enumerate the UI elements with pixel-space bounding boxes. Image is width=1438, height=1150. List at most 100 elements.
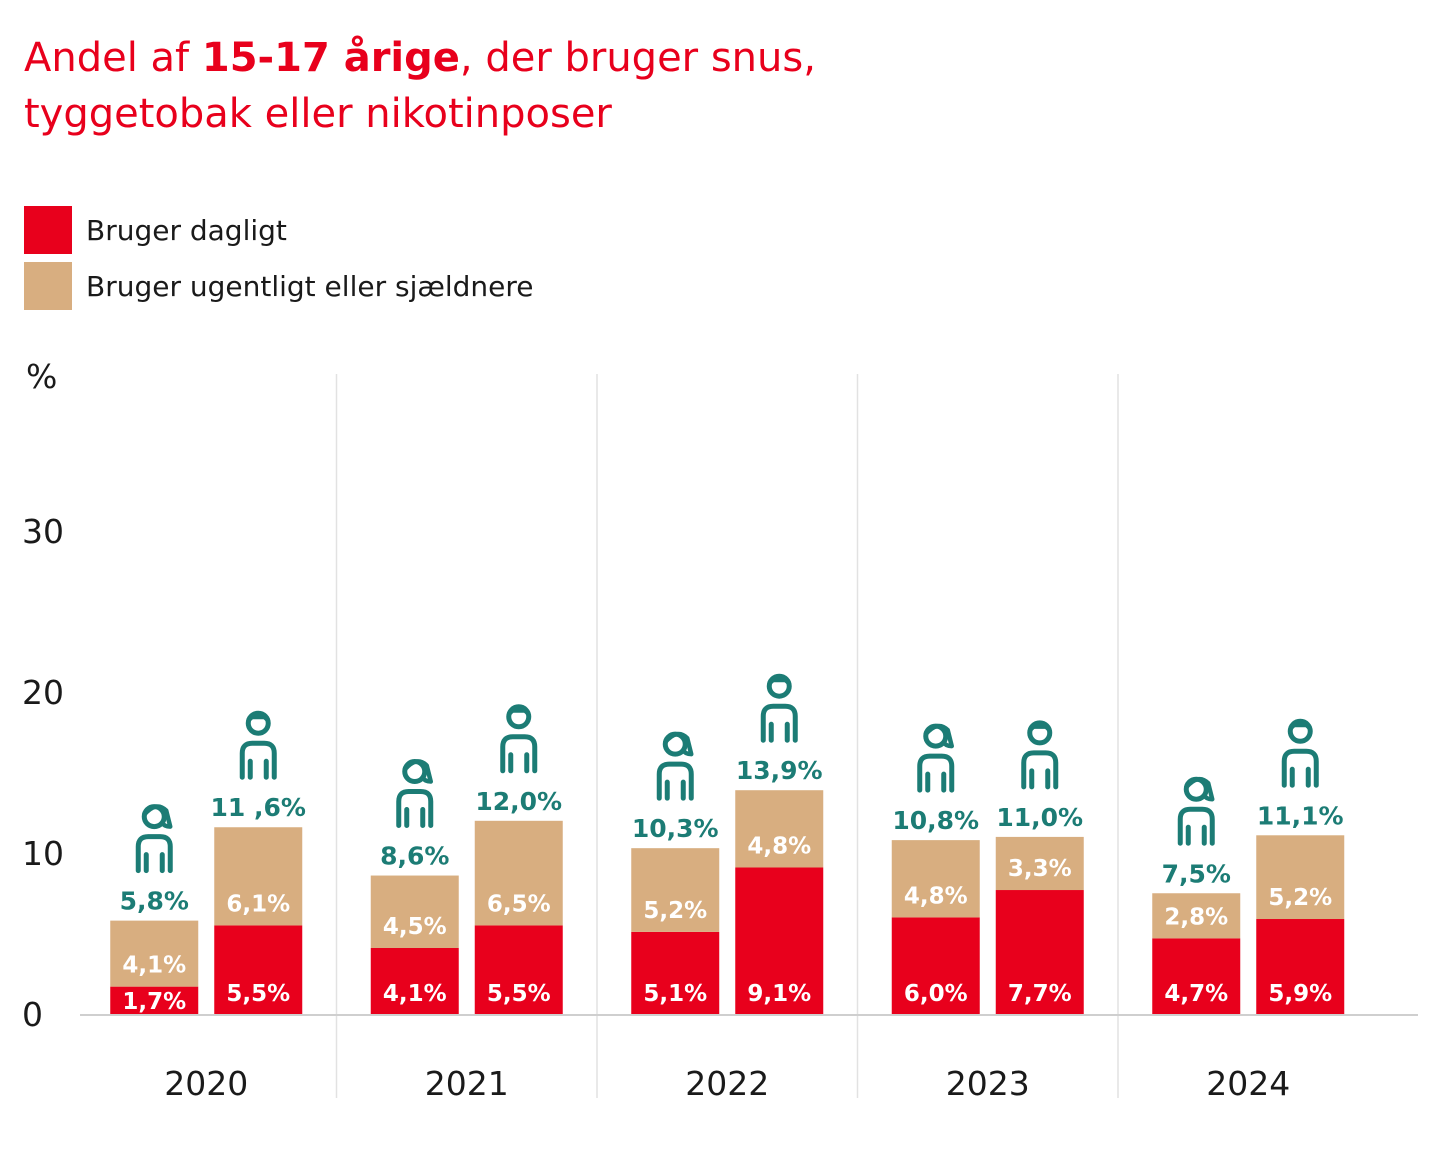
- legend-swatch-daily: [24, 206, 72, 254]
- legend-label-daily: Bruger dagligt: [86, 213, 287, 247]
- bar-label-weekly: 4,8%: [904, 883, 968, 909]
- icon-arms: [143, 852, 165, 874]
- legend-item-weekly: Bruger ugentligt eller sjældnere: [24, 261, 534, 311]
- bar-daily: [995, 890, 1084, 1014]
- female-person-icon: [917, 723, 955, 793]
- male-person-icon: [1021, 720, 1059, 790]
- total-label: 5,8%: [120, 887, 189, 916]
- female-person-icon: [396, 759, 434, 829]
- bar-weekly: [735, 790, 824, 868]
- icon-body: [917, 753, 955, 793]
- icon-hair: [402, 759, 433, 784]
- icon-hair: [663, 731, 694, 757]
- icon-hair: [246, 711, 270, 722]
- icon-body: [760, 703, 798, 743]
- total-label: 10,8%: [892, 806, 979, 835]
- legend-swatch-weekly: [24, 262, 72, 310]
- x-category-label: 2020: [164, 1064, 248, 1103]
- bar-label-weekly: 6,5%: [487, 891, 551, 917]
- icon-body: [135, 834, 173, 874]
- y-tick-label: 20: [22, 673, 64, 712]
- total-label: 12,0%: [475, 787, 562, 816]
- bar-label-weekly: 4,8%: [747, 833, 811, 859]
- title-line2: tyggetobak eller nikotinposer: [24, 91, 612, 137]
- bar-weekly: [214, 827, 303, 926]
- bar-daily: [110, 986, 199, 1014]
- icon-body: [239, 740, 277, 780]
- x-category-label: 2023: [946, 1064, 1030, 1103]
- title-pre: Andel af: [24, 35, 202, 81]
- bar-label-weekly: 5,2%: [643, 898, 707, 924]
- total-label: 11,1%: [1257, 801, 1344, 830]
- bar-label-weekly: 4,1%: [122, 953, 186, 979]
- bar-daily: [1152, 938, 1241, 1014]
- bar-daily: [370, 947, 459, 1014]
- icon-arms: [247, 758, 269, 780]
- male-person-icon: [500, 704, 538, 774]
- icon-hair: [1288, 719, 1312, 730]
- x-category-label: 2021: [425, 1064, 509, 1103]
- bar-label-weekly: 6,1%: [226, 891, 290, 917]
- bar-label-daily: 5,5%: [226, 981, 290, 1007]
- icon-arms: [925, 771, 947, 793]
- male-person-icon: [239, 710, 277, 780]
- icon-hair: [1028, 721, 1052, 732]
- icon-hair: [1184, 776, 1215, 802]
- bar-label-daily: 9,1%: [747, 981, 811, 1007]
- bar-label-daily: 5,9%: [1268, 981, 1332, 1007]
- total-label: 13,9%: [736, 756, 823, 785]
- y-tick-label: 0: [22, 995, 43, 1034]
- bar-label-weekly: 2,8%: [1164, 904, 1228, 930]
- bar-weekly: [891, 840, 980, 918]
- bar-label-daily: 7,7%: [1008, 981, 1072, 1007]
- male-person-icon: [760, 673, 798, 743]
- icon-arms: [404, 807, 426, 829]
- icon-arms: [1029, 768, 1051, 790]
- bar-weekly: [631, 848, 720, 932]
- male-person-icon: [1281, 718, 1319, 788]
- total-label: 7,5%: [1162, 859, 1231, 888]
- icon-arms: [664, 779, 686, 801]
- icon-body: [1281, 748, 1319, 788]
- bar-weekly: [110, 920, 199, 987]
- icon-body: [656, 761, 694, 801]
- bar-label-daily: 6,0%: [904, 981, 968, 1007]
- bar-weekly: [370, 875, 459, 948]
- bar-weekly: [474, 820, 563, 926]
- title-bold: 15-17 årige: [201, 35, 460, 81]
- chart-title: Andel af 15-17 årige, der bruger snus, ty…: [24, 30, 816, 142]
- bar-daily: [214, 925, 303, 1014]
- bar-label-daily: 5,1%: [643, 981, 707, 1007]
- icon-arms: [1289, 766, 1311, 788]
- x-category-label: 2024: [1206, 1064, 1290, 1103]
- bar-label-weekly: 4,5%: [383, 914, 447, 940]
- title-post: , der bruger snus,: [459, 35, 816, 81]
- bar-daily: [1256, 919, 1345, 1014]
- icon-arms: [1185, 824, 1207, 846]
- bar-daily: [891, 917, 980, 1014]
- x-category-label: 2022: [685, 1064, 769, 1103]
- bar-weekly: [1152, 893, 1241, 939]
- bar-label-daily: 4,7%: [1164, 981, 1228, 1007]
- icon-hair: [923, 723, 954, 749]
- icon-body: [396, 789, 434, 829]
- icon-hair: [507, 705, 531, 716]
- total-label: 11,0%: [996, 803, 1083, 832]
- bar-weekly: [995, 836, 1084, 891]
- female-person-icon: [656, 731, 694, 801]
- female-person-icon: [1177, 776, 1215, 846]
- bar-label-daily: 1,7%: [122, 989, 186, 1015]
- icon-arms: [508, 752, 530, 774]
- bar-daily: [474, 925, 563, 1014]
- icon-body: [1021, 750, 1059, 790]
- bar-label-weekly: 5,2%: [1268, 885, 1332, 911]
- y-axis-unit-label: %: [26, 357, 57, 396]
- legend: Bruger dagligt Bruger ugentligt eller sj…: [24, 205, 534, 317]
- icon-hair: [767, 674, 791, 685]
- bar-label-daily: 5,5%: [487, 981, 551, 1007]
- icon-body: [500, 734, 538, 774]
- icon-arms: [768, 721, 790, 743]
- bar-daily: [735, 867, 824, 1014]
- bar-label-daily: 4,1%: [383, 981, 447, 1007]
